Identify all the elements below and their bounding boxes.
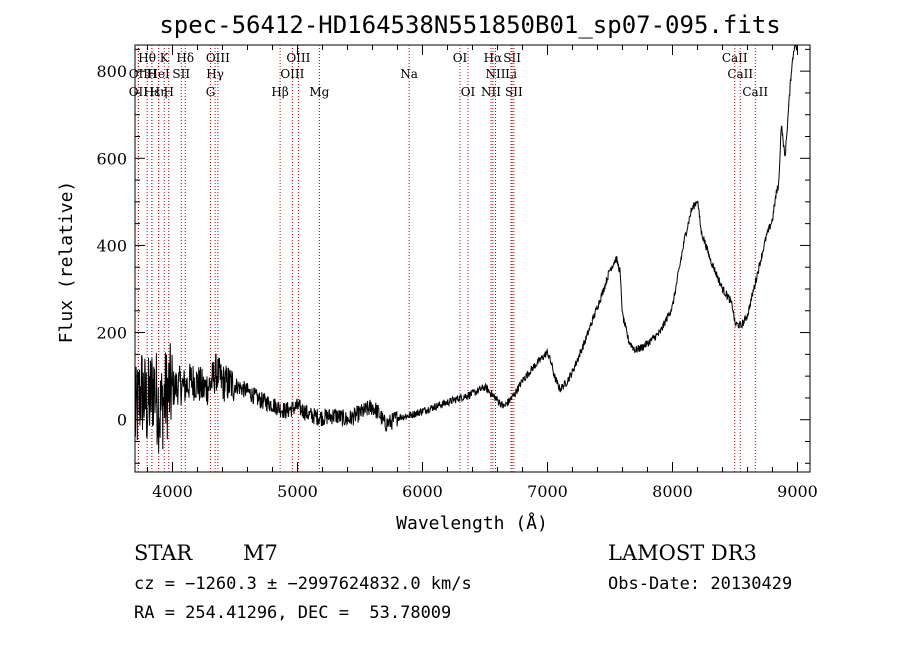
redshift-cz: cz = −1260.3 ± −2997624832.0 km/s	[134, 574, 472, 594]
line-label-nii: NII	[486, 67, 506, 81]
line-label-hβ: Hβ	[271, 85, 288, 99]
line-label-sii: SII	[503, 51, 521, 65]
line-label-oii: OII	[129, 67, 149, 81]
y-tick-label-400: 400	[96, 236, 127, 255]
axis-ticks: 4000 5000 6000 7000 8000 9000 0 200 400 600 800	[96, 45, 818, 501]
line-label-caii: CaII	[742, 85, 768, 99]
survey-name: LAMOST DR3	[608, 541, 757, 565]
x-tick-label-6000: 6000	[402, 482, 443, 501]
y-tick-label-0: 0	[117, 411, 127, 430]
line-label-k: K	[160, 51, 170, 65]
line-label-sii: SII	[505, 85, 523, 99]
line-label-oiii: OIII	[206, 51, 230, 65]
x-tick-label-7000: 7000	[527, 482, 568, 501]
y-tick-label-200: 200	[96, 324, 127, 343]
line-label-hη: Hη	[150, 85, 168, 99]
line-label-sii: SII	[172, 67, 190, 81]
line-label-nii: NII	[481, 85, 501, 99]
line-label-oi: OI	[453, 51, 468, 65]
flux-series-line	[134, 44, 798, 453]
line-label-hδ: Hδ	[176, 51, 194, 65]
plot-frame	[134, 44, 811, 473]
y-tick-label-800: 800	[96, 62, 127, 81]
line-label-hα: Hα	[484, 51, 503, 65]
line-label-caii: CaII	[722, 51, 748, 65]
line-label-mg: Mg	[309, 85, 329, 99]
x-tick-label-9000: 9000	[777, 482, 818, 501]
line-label-h: H	[164, 85, 174, 99]
line-label-hθ: Hθ	[138, 51, 156, 65]
chart-title: spec-56412-HD164538N551850B01_sp07-095.f…	[159, 11, 780, 39]
x-tick-label-4000: 4000	[152, 482, 193, 501]
line-label-oiii: OIII	[286, 51, 310, 65]
line-label-na: Na	[400, 67, 418, 81]
obs-date: Obs-Date: 20130429	[608, 574, 793, 594]
line-label-caii: CaII	[727, 67, 753, 81]
line-label-h: H	[147, 67, 157, 81]
line-label-oi: OI	[461, 85, 476, 99]
coordinates: RA = 254.41296, DEC = 53.78009	[134, 603, 452, 623]
x-axis-label: Wavelength (Å)	[396, 512, 548, 534]
line-label-hε: Hε	[144, 85, 161, 99]
line-label-li: Li	[505, 67, 517, 81]
x-tick-label-5000: 5000	[277, 482, 318, 501]
line-label-g: G	[206, 85, 216, 99]
line-label-oiii: OIII	[280, 67, 304, 81]
object-class: STAR	[134, 541, 193, 565]
x-tick-label-8000: 8000	[652, 482, 693, 501]
line-label-hei: HeI	[147, 67, 170, 81]
y-axis-label: Flux (relative)	[56, 181, 77, 344]
line-label-hγ: Hγ	[206, 67, 224, 81]
y-tick-label-600: 600	[96, 149, 127, 168]
object-subclass: M7	[243, 541, 278, 565]
line-label-oii: OII	[129, 85, 149, 99]
